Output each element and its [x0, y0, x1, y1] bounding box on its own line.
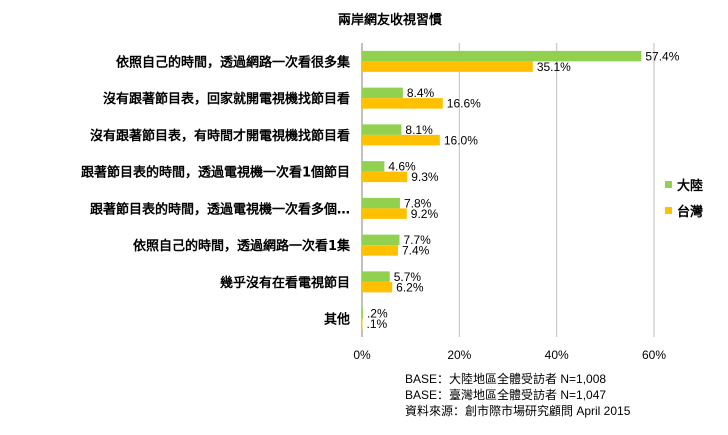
bar-大陸-7: [362, 271, 390, 282]
x-tick-label: 40%: [545, 348, 569, 362]
value-labels: 57.4% 35.1% 8.4% 16.6% 8.1% 16.0% 4.6%9.3% 7.8%…: [366, 49, 679, 331]
bar-台灣-3: [362, 134, 440, 146]
bar-台灣-2: [362, 98, 443, 109]
value-label: 9.3%: [411, 170, 439, 184]
value-label: 7.7%: [403, 233, 431, 247]
x-tick-label: 60%: [642, 348, 666, 362]
legend-swatch-台灣: [665, 207, 672, 214]
bar-大陸-4: [362, 161, 385, 172]
value-label: 9.2%: [411, 207, 439, 221]
value-label: 35.1%: [537, 60, 571, 74]
note-base-mainland: BASE：大陸地區全體受訪者 N=1,008: [405, 372, 607, 386]
bar-大陸-8: [362, 308, 363, 319]
category-label: 沒有跟著節目表，回家就開電視機找節目看: [103, 91, 350, 107]
x-axis-ticks: 0% 20% 40% 60%: [353, 348, 666, 362]
value-label: .2%: [367, 307, 388, 321]
value-label: 7.8%: [404, 196, 432, 210]
bar-台灣-1: [362, 61, 533, 72]
bar-台灣-4: [362, 171, 408, 183]
category-label: 沒有跟著節目表，有時間才開電視機找節目看: [90, 128, 350, 144]
value-label: 16.0%: [444, 133, 478, 147]
bar-大陸-1: [362, 50, 642, 62]
legend-swatch-大陸: [665, 181, 672, 188]
category-label: 依照自己的時間，透過網路一次看很多集: [116, 54, 351, 70]
category-label: 幾乎沒有在看電視節目: [220, 275, 350, 291]
value-label: 6.2%: [396, 280, 424, 294]
bar-大陸-3: [362, 124, 402, 135]
bar-台灣-7: [362, 281, 393, 293]
value-label: 4.6%: [388, 160, 416, 174]
legend-label: 大陸: [677, 178, 703, 194]
legend-label: 台灣: [677, 204, 703, 220]
bar-大陸-6: [362, 234, 400, 246]
value-label: 8.4%: [407, 86, 435, 100]
category-label: 跟著節目表的時間，透過電視機一次看多個…: [90, 201, 350, 217]
note-source: 資料來源：創市際市場研究顧問 April 2015: [405, 404, 631, 418]
footnotes: BASE：大陸地區全體受訪者 N=1,008 BASE：臺灣地區全體受訪者 N=…: [405, 371, 630, 419]
value-label: 7.4%: [402, 244, 430, 258]
bar-大陸-5: [362, 197, 400, 209]
category-label: 其他: [324, 312, 350, 328]
bar-台灣-6: [362, 245, 399, 256]
category-label: 跟著節目表的時間，透過電視機一次看1個節目: [81, 165, 350, 181]
bars: [362, 50, 642, 330]
bar-台灣-5: [362, 208, 407, 219]
value-label: .1%: [366, 317, 387, 331]
category-label: 依照自己的時間，透過網路一次看1集: [133, 238, 351, 254]
note-base-taiwan: BASE：臺灣地區全體受訪者 N=1,047: [405, 388, 607, 402]
value-label: 5.7%: [394, 270, 422, 284]
chart-title: 兩岸網友收視習慣: [338, 12, 442, 28]
category-labels: 依照自己的時間，透過網路一次看很多集沒有跟著節目表，回家就開電視機找節目看沒有跟…: [81, 54, 351, 327]
x-tick-label: 0%: [353, 348, 371, 362]
value-label: 16.6%: [447, 97, 481, 111]
bar-大陸-2: [362, 87, 403, 99]
value-label: 8.1%: [405, 123, 433, 137]
value-label: 57.4%: [645, 49, 679, 63]
x-tick-label: 20%: [447, 348, 471, 362]
